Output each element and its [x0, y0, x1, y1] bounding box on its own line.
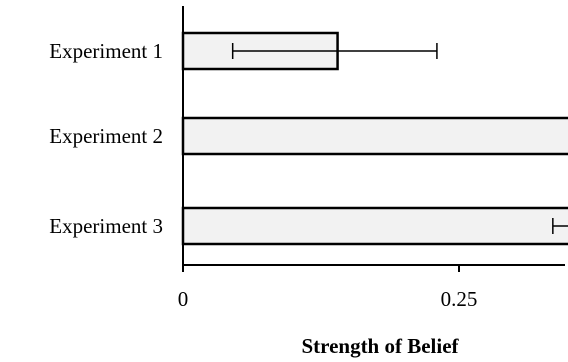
category-label-3: Experiment 3	[49, 214, 163, 238]
x-axis-label: Strength of Belief	[301, 334, 459, 358]
bar-2	[181, 116, 568, 156]
error-bar-1	[231, 43, 438, 59]
category-label-1: Experiment 1	[49, 39, 163, 63]
labels-layer: Experiment 1 Experiment 2 Experiment 3 0 0.2…	[49, 39, 478, 311]
bar-3	[181, 206, 568, 246]
category-label-2: Experiment 2	[49, 124, 163, 148]
bars-layer	[181, 31, 568, 246]
error-bars-layer	[231, 43, 568, 234]
axes-layer	[182, 6, 565, 272]
x-tick-label-1: 0	[178, 287, 189, 311]
error-bar-3	[552, 218, 568, 234]
x-tick-label-2: 0.25	[441, 287, 478, 311]
